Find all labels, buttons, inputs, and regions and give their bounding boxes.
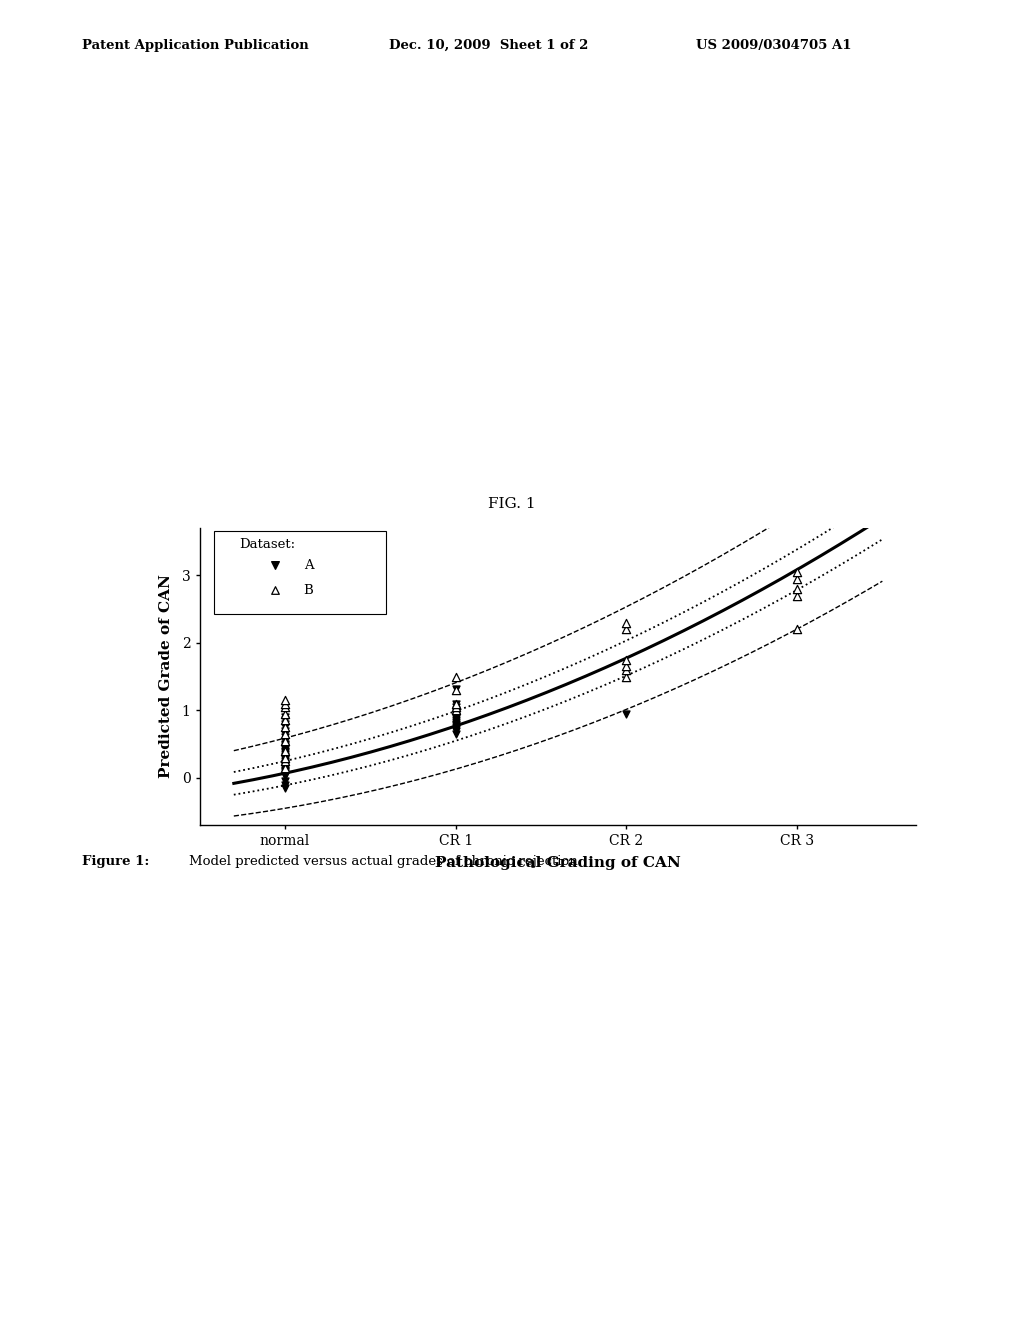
Point (447, 706, 464, 727)
Text: Figure 1:: Figure 1: (82, 854, 150, 867)
Point (276, 693, 293, 714)
Point (447, 718, 464, 739)
Point (276, 741, 293, 762)
Text: Dec. 10, 2009  Sheet 1 of 2: Dec. 10, 2009 Sheet 1 of 2 (389, 38, 589, 51)
Point (447, 708, 464, 729)
Point (788, 585, 805, 606)
Point (276, 762, 293, 783)
Point (447, 693, 464, 714)
Point (447, 680, 464, 701)
Point (788, 578, 805, 599)
Point (276, 742, 293, 763)
Point (447, 723, 464, 744)
Point (276, 743, 293, 764)
Text: Patent Application Publication: Patent Application Publication (82, 38, 308, 51)
Point (276, 706, 293, 727)
Point (447, 700, 464, 721)
Point (447, 714, 464, 735)
Point (276, 730, 293, 751)
Point (447, 711, 464, 733)
Point (276, 717, 293, 738)
Text: FIG. 1: FIG. 1 (488, 498, 536, 511)
Point (447, 700, 464, 721)
Point (276, 746, 293, 767)
Point (276, 719, 293, 741)
Point (276, 750, 293, 771)
Point (447, 678, 464, 700)
Point (276, 723, 293, 744)
Point (788, 561, 805, 582)
Point (276, 747, 293, 768)
Point (276, 717, 293, 738)
Point (788, 568, 805, 589)
Point (447, 713, 464, 734)
Text: Model predicted versus actual grades of chronic rejection.: Model predicted versus actual grades of … (189, 854, 583, 867)
Y-axis label: Predicted Grade of CAN: Predicted Grade of CAN (160, 574, 173, 779)
Point (276, 777, 293, 799)
Point (276, 713, 293, 734)
Point (276, 760, 293, 781)
Point (447, 704, 464, 725)
Point (276, 758, 293, 779)
Point (447, 719, 464, 741)
Point (276, 741, 293, 762)
Point (276, 727, 293, 748)
Point (276, 758, 293, 779)
X-axis label: Pathological Grading of CAN: Pathological Grading of CAN (435, 857, 681, 870)
Text: B: B (303, 583, 313, 597)
Point (276, 697, 293, 718)
Point (276, 764, 293, 785)
Point (276, 771, 293, 792)
Point (618, 704, 635, 725)
Point (276, 759, 293, 780)
Point (276, 755, 293, 776)
Point (447, 717, 464, 738)
Point (276, 748, 293, 770)
Point (618, 659, 635, 680)
FancyBboxPatch shape (214, 531, 386, 614)
Point (276, 704, 293, 725)
Point (447, 705, 464, 726)
Point (447, 693, 464, 714)
Point (276, 739, 293, 760)
Point (618, 649, 635, 671)
Point (447, 697, 464, 718)
Point (295, 708, 311, 729)
Text: A: A (303, 558, 313, 572)
Point (447, 710, 464, 731)
Point (618, 612, 635, 634)
Point (276, 747, 293, 768)
Point (447, 665, 464, 686)
Point (276, 734, 293, 755)
Point (618, 665, 635, 686)
Point (276, 723, 293, 744)
Point (276, 710, 293, 731)
Point (276, 710, 293, 731)
Point (447, 701, 464, 722)
Point (295, 714, 311, 735)
Point (276, 735, 293, 756)
Text: Dataset:: Dataset: (240, 539, 295, 552)
Point (447, 697, 464, 718)
Point (276, 774, 293, 795)
Point (276, 689, 293, 710)
Point (276, 730, 293, 751)
Point (276, 750, 293, 771)
Point (276, 737, 293, 758)
Point (276, 754, 293, 775)
Point (618, 656, 635, 677)
Point (276, 752, 293, 774)
Point (276, 766, 293, 787)
Point (618, 619, 635, 640)
Text: US 2009/0304705 A1: US 2009/0304705 A1 (696, 38, 852, 51)
Point (788, 619, 805, 640)
